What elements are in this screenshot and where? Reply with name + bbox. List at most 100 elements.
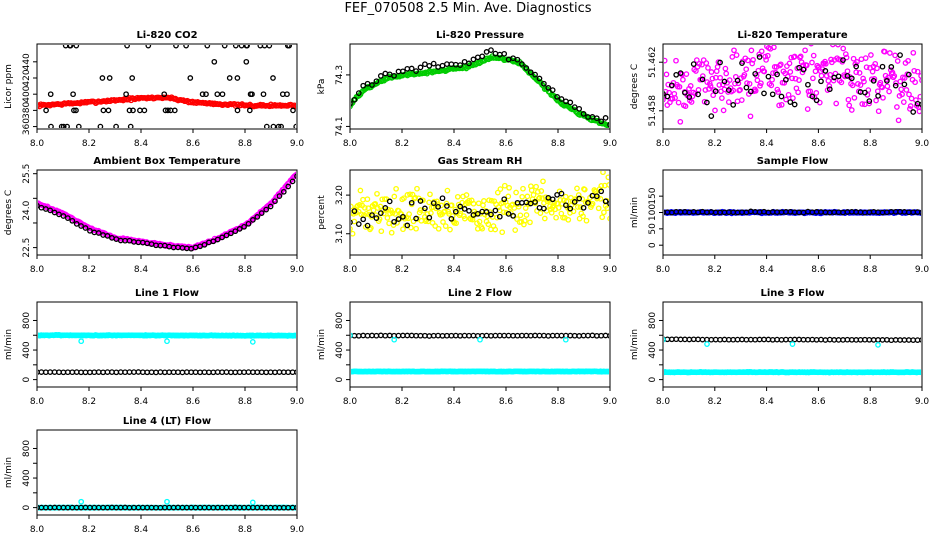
data-point bbox=[141, 107, 148, 114]
data-point bbox=[528, 187, 535, 194]
data-point bbox=[290, 107, 296, 114]
data-point bbox=[494, 189, 501, 196]
data-point bbox=[875, 93, 881, 99]
data-point bbox=[812, 68, 819, 75]
data-point bbox=[113, 369, 120, 376]
data-point bbox=[407, 191, 413, 198]
data-point bbox=[82, 225, 89, 231]
data-point bbox=[477, 336, 483, 343]
data-point bbox=[810, 75, 816, 82]
data-point bbox=[910, 49, 917, 56]
y-axis-label: percent bbox=[317, 195, 327, 230]
data-point bbox=[866, 98, 873, 104]
data-point bbox=[47, 369, 54, 375]
data-point bbox=[745, 57, 751, 64]
data-point bbox=[254, 369, 261, 376]
data-point bbox=[532, 332, 538, 339]
data-point bbox=[761, 90, 767, 97]
data-point bbox=[263, 123, 270, 128]
data-point bbox=[127, 123, 134, 128]
data-point bbox=[739, 60, 745, 66]
data-point bbox=[755, 67, 762, 74]
data-point bbox=[510, 332, 516, 339]
y-tick-label: 25.5 bbox=[22, 164, 32, 184]
data-point bbox=[894, 104, 900, 110]
data-point bbox=[783, 96, 789, 103]
data-point bbox=[276, 369, 283, 375]
data-point bbox=[593, 115, 600, 122]
data-point bbox=[64, 369, 71, 376]
data-point bbox=[453, 220, 459, 227]
data-point bbox=[796, 336, 802, 343]
data-point bbox=[809, 59, 815, 66]
x-tick-label: 8.0 bbox=[343, 139, 358, 149]
data-point bbox=[743, 84, 750, 91]
data-point bbox=[122, 369, 128, 376]
data-point bbox=[571, 199, 578, 205]
data-point bbox=[690, 336, 697, 343]
data-point bbox=[600, 171, 606, 176]
data-point bbox=[387, 210, 393, 217]
data-point bbox=[664, 96, 666, 103]
data-point bbox=[725, 99, 732, 105]
data-point bbox=[835, 73, 842, 80]
data-point bbox=[391, 193, 398, 200]
data-point bbox=[496, 332, 503, 339]
y-tick-label: 0 bbox=[648, 376, 658, 382]
data-points bbox=[38, 332, 296, 376]
data-point bbox=[695, 91, 701, 98]
data-point bbox=[427, 191, 433, 198]
data-point bbox=[201, 241, 208, 248]
x-tick-label: 9.0 bbox=[915, 265, 930, 275]
panel-gas-stream-rh: Gas Stream RH 8.0 8.2 8.4 8.6 8.8 9.0 3.10 3.20 p… bbox=[317, 156, 617, 275]
data-point bbox=[109, 369, 115, 375]
data-points bbox=[351, 171, 609, 237]
data-point bbox=[373, 215, 380, 221]
data-point bbox=[58, 123, 65, 128]
data-point bbox=[899, 91, 905, 98]
data-point bbox=[752, 70, 759, 77]
data-point bbox=[234, 75, 241, 81]
data-point bbox=[791, 336, 798, 343]
data-point bbox=[249, 339, 256, 345]
data-point bbox=[712, 336, 719, 343]
data-point bbox=[64, 215, 71, 221]
data-point bbox=[384, 215, 391, 221]
data-point bbox=[476, 218, 483, 225]
data-point bbox=[583, 217, 590, 224]
data-point bbox=[501, 196, 508, 203]
data-point bbox=[574, 185, 580, 192]
data-point bbox=[664, 93, 671, 100]
data-point bbox=[389, 210, 396, 216]
data-point bbox=[787, 69, 794, 75]
x-tick-label: 9.0 bbox=[290, 139, 305, 149]
x-tick-label: 8.0 bbox=[30, 139, 45, 149]
data-point bbox=[905, 337, 912, 343]
data-point bbox=[505, 332, 512, 339]
data-point bbox=[42, 369, 49, 376]
data-point bbox=[175, 369, 181, 376]
data-point bbox=[919, 101, 921, 108]
data-point bbox=[69, 217, 76, 224]
data-point bbox=[221, 45, 228, 49]
data-point bbox=[540, 178, 546, 185]
data-point bbox=[576, 333, 583, 339]
data-point bbox=[734, 77, 741, 84]
data-point bbox=[382, 205, 389, 211]
data-point bbox=[762, 53, 769, 60]
x-tick-label: 8.4 bbox=[759, 265, 774, 275]
x-tick-label: 9.0 bbox=[915, 139, 930, 149]
data-point bbox=[131, 369, 137, 375]
data-point bbox=[886, 88, 892, 95]
y-tick-label: 0 bbox=[22, 504, 32, 510]
panel-title: Line 1 Flow bbox=[135, 288, 199, 299]
data-point bbox=[374, 190, 380, 197]
x-tick-label: 8.4 bbox=[447, 265, 462, 275]
x-tick-label: 8.4 bbox=[134, 265, 149, 275]
data-point bbox=[481, 198, 487, 204]
x-tick-label: 8.6 bbox=[186, 139, 201, 149]
data-point bbox=[532, 199, 538, 205]
data-point bbox=[664, 91, 666, 97]
data-point bbox=[748, 47, 755, 54]
data-point bbox=[465, 200, 472, 207]
